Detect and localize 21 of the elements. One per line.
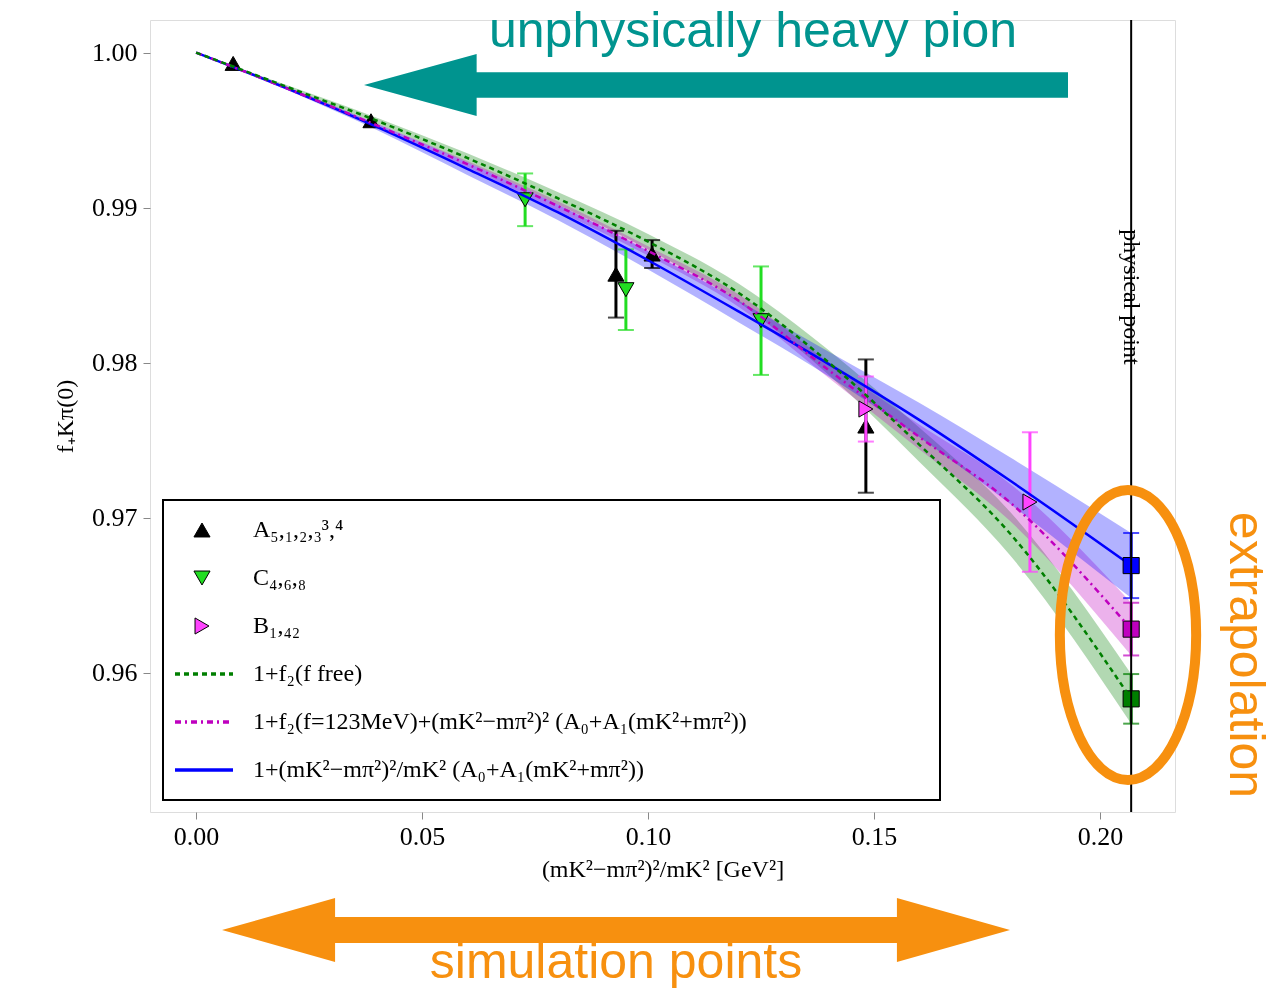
- legend-label: 1+f₂(f free): [253, 660, 363, 686]
- y-tick-label: 0.98: [92, 348, 138, 378]
- x-axis-title: (mK²−mπ²)²/mK² [GeV²]: [541, 855, 785, 882]
- y-tick-label: 1.00: [92, 38, 138, 68]
- y-tick-label: 0.96: [92, 658, 138, 688]
- x-tick-label: 0.10: [625, 821, 672, 851]
- y-tick-label: 0.99: [92, 193, 138, 223]
- legend-label: 1+(mK²−mπ²)²/mK² (A₀+A₁(mK²+mπ²)): [253, 756, 644, 782]
- x-tick-label: 0.20: [1077, 821, 1124, 851]
- x-tick-label: 0.05: [399, 821, 446, 851]
- y-tick-label: 0.97: [92, 503, 138, 533]
- y-axis-title: f₊Kπ(0): [52, 379, 78, 454]
- annotation: unphysically heavy pion: [488, 2, 1018, 58]
- x-tick-label: 0.00: [173, 821, 220, 851]
- legend-label: B₁,₄₂: [253, 612, 301, 638]
- legend-label: A₅,₁,₂,₃³,⁴: [253, 516, 344, 542]
- x-tick-label: 0.15: [851, 821, 898, 851]
- text: extrapolation: [1219, 511, 1275, 799]
- legend-label: C₄,₆,₈: [253, 564, 307, 590]
- text: simulation points: [429, 933, 803, 989]
- legend-label: 1+f₂(f=123MeV)+(mK²−mπ²)² (A₀+A₁(mK²+mπ²)): [253, 708, 747, 734]
